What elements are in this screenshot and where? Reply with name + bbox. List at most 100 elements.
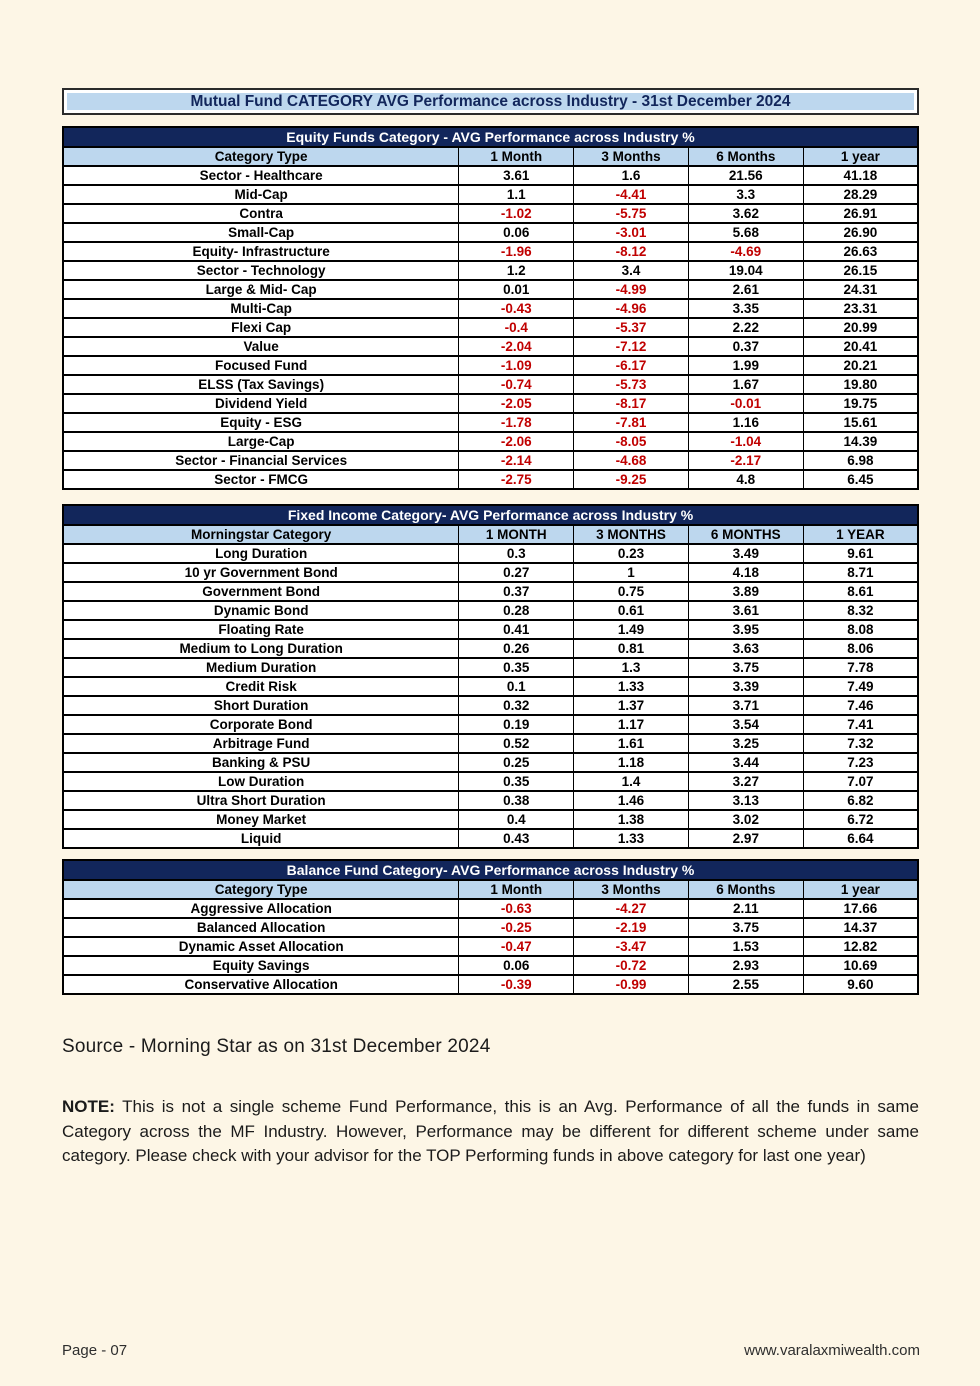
table-row: Floating Rate 0.41 1.49 3.95 8.08	[62, 619, 919, 640]
value-cell: 23.31	[802, 298, 919, 319]
value-cell: 0.27	[458, 562, 575, 583]
value-cell: 6.64	[802, 828, 919, 849]
category-cell: Government Bond	[62, 581, 460, 602]
value-cell: 2.11	[687, 898, 804, 919]
value-cell: -0.25	[458, 917, 575, 938]
website-url: www.varalaxmiwealth.com	[744, 1342, 920, 1359]
table-row: ELSS (Tax Savings) -0.74 -5.73 1.67 19.80	[62, 374, 919, 395]
column-header: 6 Months	[687, 879, 804, 900]
column-header: 1 Month	[458, 146, 575, 167]
value-cell: 14.37	[802, 917, 919, 938]
value-cell: -0.99	[573, 974, 689, 995]
value-cell: 1	[573, 562, 689, 583]
value-cell: -0.72	[573, 955, 689, 976]
value-cell: 1.61	[573, 733, 689, 754]
value-cell: 26.91	[802, 203, 919, 224]
value-cell: 26.90	[802, 222, 919, 243]
category-cell: Focused Fund	[62, 355, 460, 376]
value-cell: 7.49	[802, 676, 919, 697]
category-cell: Equity - ESG	[62, 412, 460, 433]
fixed-income-table: Fixed Income Category- AVG Performance a…	[62, 504, 919, 849]
value-cell: 0.06	[458, 222, 575, 243]
category-cell: Sector - Healthcare	[62, 165, 460, 186]
table-row: Flexi Cap -0.4 -5.37 2.22 20.99	[62, 317, 919, 338]
table-row: Aggressive Allocation -0.63 -4.27 2.11 17.66	[62, 898, 919, 919]
note-label: NOTE:	[62, 1097, 115, 1116]
value-cell: 3.39	[687, 676, 804, 697]
page-footer: Page - 07 www.varalaxmiwealth.com	[62, 1342, 920, 1359]
column-header: 6 Months	[687, 146, 804, 167]
value-cell: 20.21	[802, 355, 919, 376]
value-cell: -1.09	[458, 355, 575, 376]
value-cell: 0.75	[573, 581, 689, 602]
value-cell: 1.67	[687, 374, 804, 395]
value-cell: 0.52	[458, 733, 575, 754]
value-cell: 28.29	[802, 184, 919, 205]
category-cell: Mid-Cap	[62, 184, 460, 205]
value-cell: 6.98	[802, 450, 919, 471]
page-number: Page - 07	[62, 1342, 128, 1359]
value-cell: 1.33	[573, 828, 689, 849]
value-cell: 3.61	[458, 165, 575, 186]
value-cell: 3.71	[687, 695, 804, 716]
value-cell: -7.81	[573, 412, 689, 433]
table-row: Large & Mid- Cap 0.01 -4.99 2.61 24.31	[62, 279, 919, 300]
value-cell: -0.39	[458, 974, 575, 995]
value-cell: -0.63	[458, 898, 575, 919]
value-cell: 3.63	[687, 638, 804, 659]
category-cell: Contra	[62, 203, 460, 224]
value-cell: 1.38	[573, 809, 689, 830]
value-cell: 0.43	[458, 828, 575, 849]
category-cell: Value	[62, 336, 460, 357]
category-cell: Short Duration	[62, 695, 460, 716]
value-cell: 1.1	[458, 184, 575, 205]
value-cell: 3.44	[687, 752, 804, 773]
value-cell: 0.19	[458, 714, 575, 735]
category-cell: Floating Rate	[62, 619, 460, 640]
value-cell: 17.66	[802, 898, 919, 919]
value-cell: 15.61	[802, 412, 919, 433]
value-cell: 0.35	[458, 771, 575, 792]
value-cell: -1.04	[687, 431, 804, 452]
column-header: Category Type	[62, 146, 460, 167]
category-cell: Sector - Financial Services	[62, 450, 460, 471]
value-cell: 0.25	[458, 752, 575, 773]
table-row: Liquid 0.43 1.33 2.97 6.64	[62, 828, 919, 849]
value-cell: -1.78	[458, 412, 575, 433]
value-cell: 5.68	[687, 222, 804, 243]
column-header: 1 year	[802, 146, 919, 167]
value-cell: 1.18	[573, 752, 689, 773]
value-cell: 8.06	[802, 638, 919, 659]
value-cell: -8.05	[573, 431, 689, 452]
table-row: Conservative Allocation -0.39 -0.99 2.55 9.6…	[62, 974, 919, 995]
value-cell: 0.38	[458, 790, 575, 811]
value-cell: 26.15	[802, 260, 919, 281]
value-cell: 6.45	[802, 469, 919, 490]
table-row: Sector - Technology 1.2 3.4 19.04 26.15	[62, 260, 919, 281]
value-cell: -9.25	[573, 469, 689, 490]
value-cell: 8.71	[802, 562, 919, 583]
category-cell: Corporate Bond	[62, 714, 460, 735]
table-row: Sector - Healthcare 3.61 1.6 21.56 41.18	[62, 165, 919, 186]
value-cell: 6.82	[802, 790, 919, 811]
value-cell: -4.96	[573, 298, 689, 319]
value-cell: 41.18	[802, 165, 919, 186]
value-cell: 9.61	[802, 543, 919, 564]
value-cell: 6.72	[802, 809, 919, 830]
category-cell: Large-Cap	[62, 431, 460, 452]
table-row: Medium Duration 0.35 1.3 3.75 7.78	[62, 657, 919, 678]
value-cell: -2.14	[458, 450, 575, 471]
value-cell: -3.47	[573, 936, 689, 957]
table-row: 10 yr Government Bond 0.27 1 4.18 8.71	[62, 562, 919, 583]
value-cell: 3.75	[687, 917, 804, 938]
category-cell: Sector - Technology	[62, 260, 460, 281]
column-header: Morningstar Category	[62, 524, 460, 545]
value-cell: -5.73	[573, 374, 689, 395]
balance-fund-table: Balance Fund Category- AVG Performance a…	[62, 859, 919, 995]
category-cell: Equity- Infrastructure	[62, 241, 460, 262]
table-row: Long Duration 0.3 0.23 3.49 9.61	[62, 543, 919, 564]
category-cell: Credit Risk	[62, 676, 460, 697]
value-cell: 7.41	[802, 714, 919, 735]
table-row: Medium to Long Duration 0.26 0.81 3.63 8.06	[62, 638, 919, 659]
value-cell: 3.54	[687, 714, 804, 735]
